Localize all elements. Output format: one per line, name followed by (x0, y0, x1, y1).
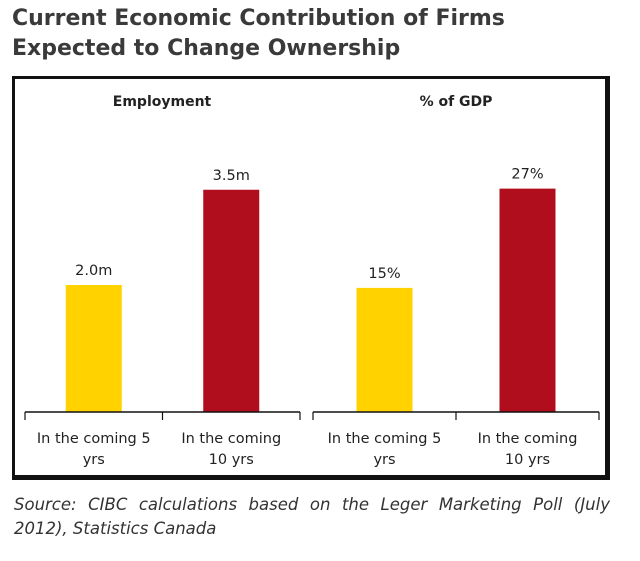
panel-1-category-label-2-line-2: 10 yrs (209, 452, 254, 468)
panel-2-bar-1 (356, 287, 413, 412)
panel-2-category-label-1-line-2: yrs (373, 452, 395, 468)
panel-2-category-label-2-line-2: 10 yrs (505, 452, 550, 468)
source-line-2: 2012), Statistics Canada (14, 519, 217, 538)
panel-2-bar-2 (499, 188, 556, 412)
panel-2-title: % of GDP (420, 94, 493, 110)
panel-2-category-label-2-line-1: In the coming (478, 431, 578, 447)
panel-1-category-label-2-line-1: In the coming (181, 431, 281, 447)
panel-1-title: Employment (113, 94, 212, 110)
panel-1-bar-1 (65, 285, 122, 412)
panel-1-category-label-1-line-2: yrs (83, 452, 105, 468)
panel-2-data-label-2: 27% (511, 167, 543, 183)
panel-1-data-label-2: 3.5m (213, 168, 250, 184)
panel-2-category-label-1-line-1: In the coming 5 (328, 431, 442, 447)
chart-canvas: Employment 2.0m In the coming 5 yrs 3.5m In t… (24, 94, 600, 468)
chart-title-line-2: Expected to Change Ownership (12, 36, 401, 61)
chart-title-line-1: Current Economic Contribution of Firms (12, 6, 505, 31)
chart-frame: Employment 2.0m In the coming 5 yrs 3.5m In t… (12, 76, 610, 480)
panel-1-category-label-1-line-1: In the coming 5 (37, 431, 151, 447)
panel-2-data-label-1: 15% (368, 266, 400, 282)
source-note: Source: CIBC calculations based on the L… (14, 493, 610, 541)
chart-title: Current Economic Contribution of Firms E… (12, 4, 622, 64)
panel-1-bar-2 (203, 189, 260, 412)
source-line-1: Source: CIBC calculations based on the L… (14, 495, 610, 514)
panel-1-data-label-1: 2.0m (75, 263, 112, 279)
